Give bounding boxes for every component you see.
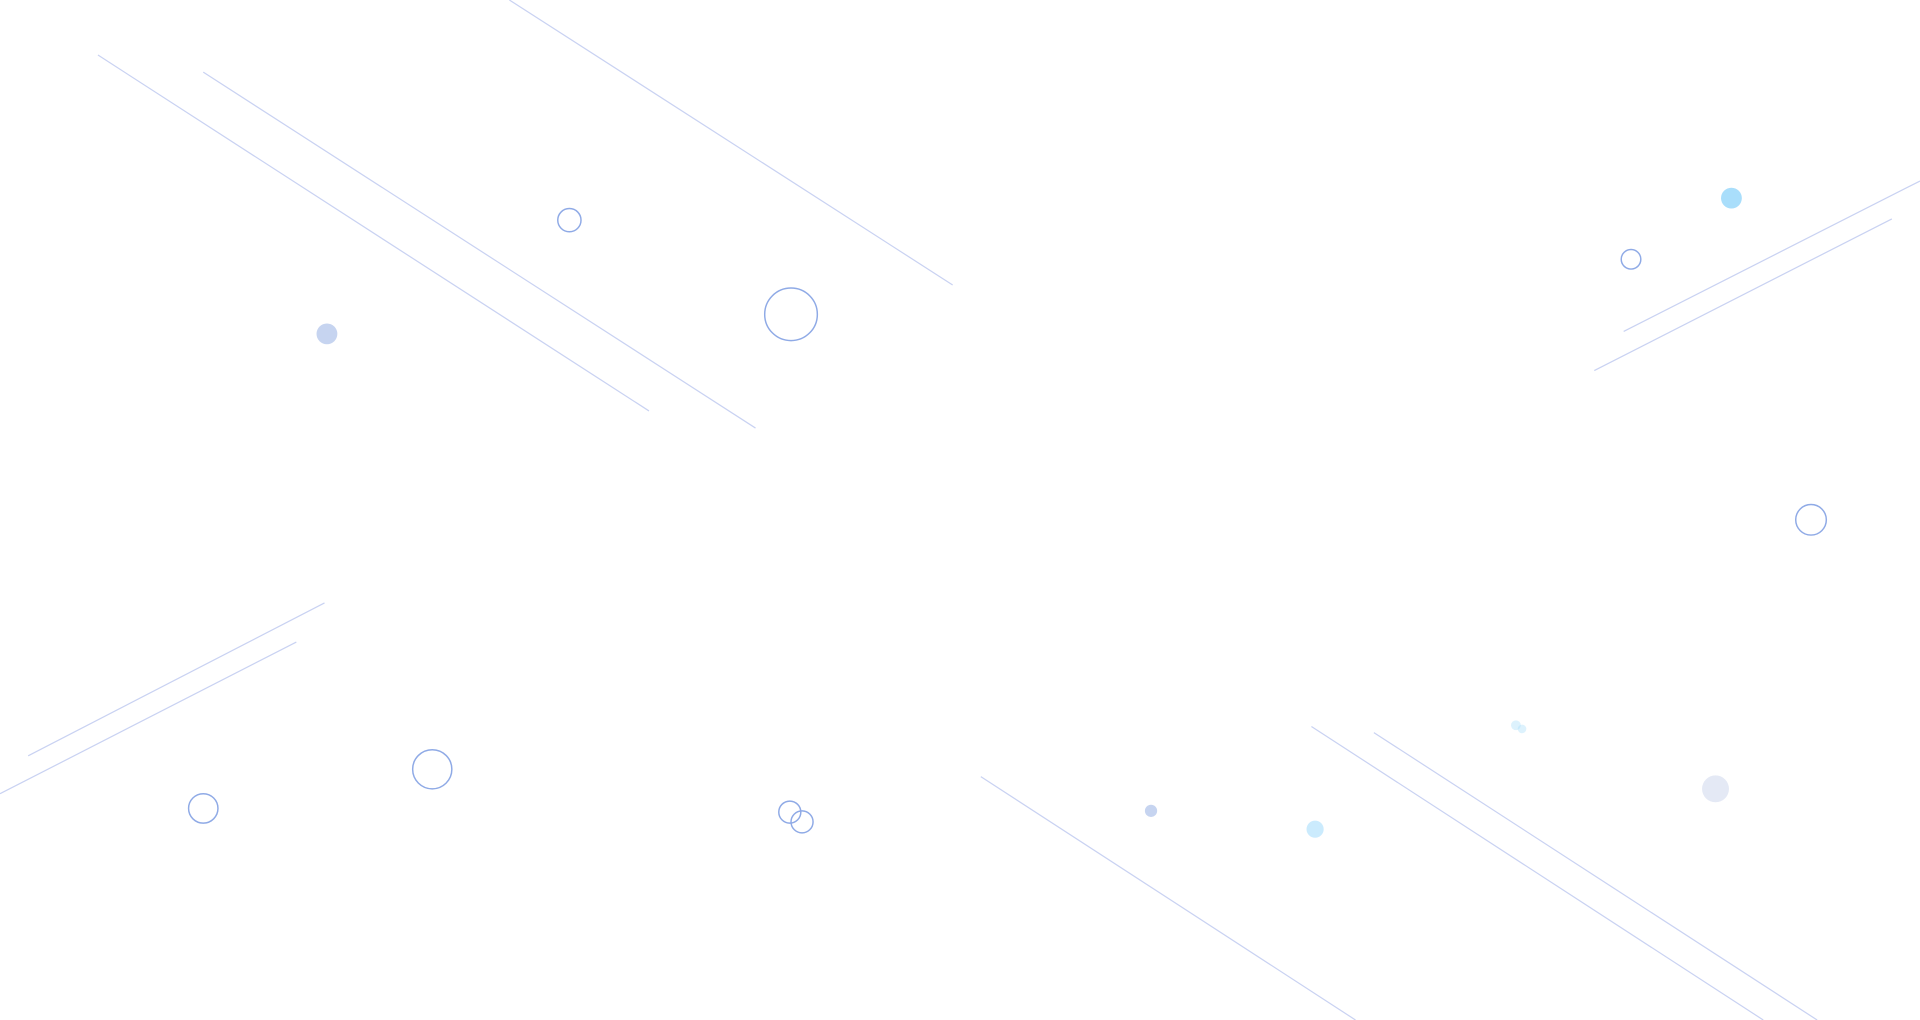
diagonal-line: [1623, 180, 1920, 332]
dot-cyan: [1721, 187, 1742, 209]
diagonal-line: [97, 54, 650, 412]
ring-circle: [557, 207, 582, 233]
dot-blue: [1144, 804, 1158, 817]
diagonal-line: [509, 0, 953, 286]
diagonal-line: [980, 776, 1356, 1020]
dot-cyan: [1517, 724, 1527, 734]
ring-circle: [778, 800, 802, 824]
diagonal-line: [1594, 218, 1893, 372]
dot-grey: [1702, 775, 1729, 803]
dot-cyan: [1306, 820, 1324, 838]
dot-blue: [316, 323, 338, 345]
ring-circle: [411, 748, 453, 790]
diagonal-line: [1373, 732, 1818, 1020]
ring-circle: [1794, 503, 1828, 536]
dot-cyan: [1511, 720, 1521, 731]
diagonal-line: [202, 71, 756, 429]
ring-circle: [187, 793, 219, 824]
diagonal-line: [1311, 725, 1764, 1020]
diagonal-line: [27, 602, 325, 757]
ring-circle: [763, 287, 819, 342]
diagonal-line: [0, 641, 297, 795]
ring-circle: [1620, 248, 1642, 270]
ring-circle: [790, 810, 814, 834]
